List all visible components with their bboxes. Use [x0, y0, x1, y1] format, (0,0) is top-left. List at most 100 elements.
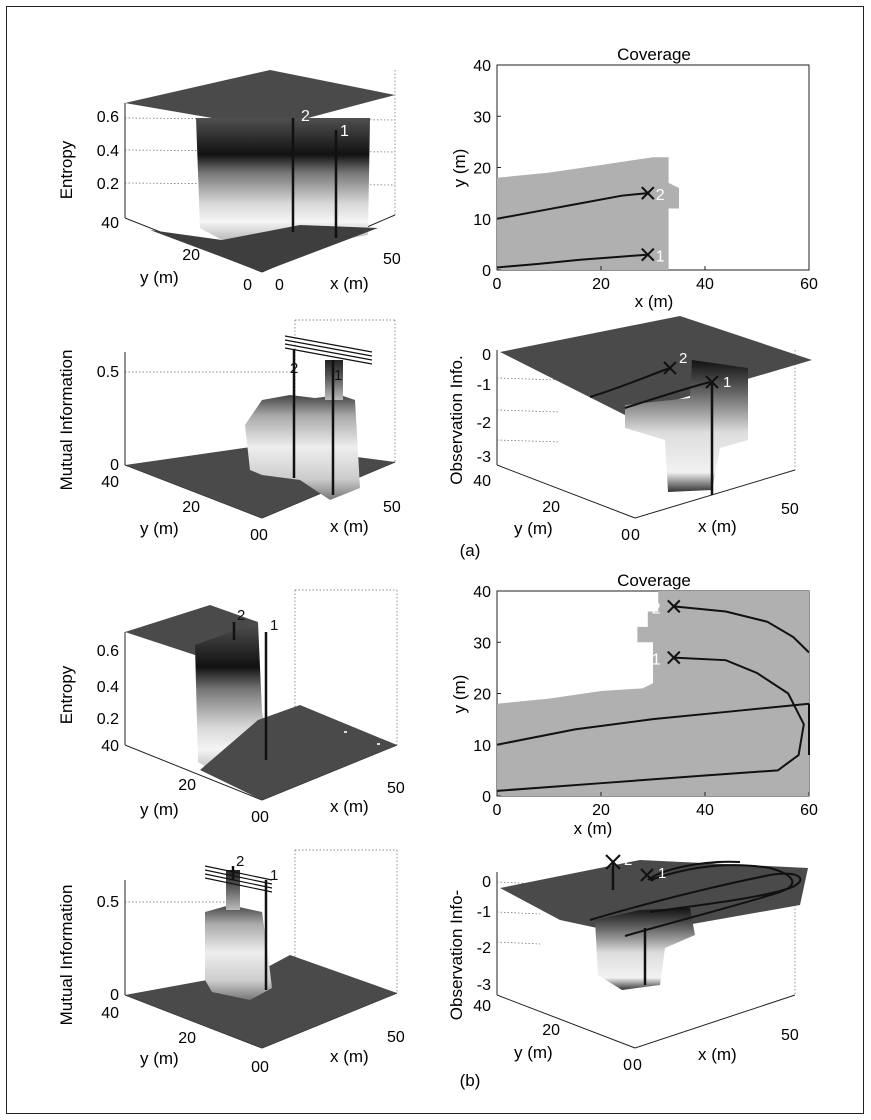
grid-lines — [496, 350, 796, 470]
z-axis-label: Mutual Information — [57, 885, 76, 1026]
z-tick: 0.4 — [97, 143, 119, 160]
a-entropy-plot: 2 1 0.6 0.4 0.2 40 20 0 0 50 Entropy y (… — [57, 70, 401, 294]
robot-1-label: 1 — [270, 617, 278, 634]
x-tick: 50 — [383, 251, 401, 268]
x-tick: 0 — [260, 809, 269, 826]
robot-2-marker — [663, 361, 677, 375]
y-tick: 0 — [251, 1059, 260, 1076]
z-tick: -1 — [477, 377, 491, 394]
x-axis-label: x (m) — [698, 517, 737, 536]
surface-top — [125, 70, 395, 128]
x-tick: 0 — [633, 1057, 642, 1074]
robot-1-label: 1 — [340, 123, 349, 140]
robot-1-marker — [640, 868, 654, 882]
x-tick: 50 — [383, 499, 401, 516]
y-tick: 20 — [542, 1022, 560, 1039]
y-tick: 20 — [473, 687, 491, 704]
y-tick: 0 — [621, 527, 630, 544]
z-tick: 0.4 — [97, 679, 119, 696]
grid-lines — [125, 319, 396, 465]
z-tick: -2 — [477, 415, 491, 432]
surface-wall — [205, 905, 272, 1000]
y-axis-label: y (m) — [514, 1043, 553, 1062]
x-axis-label: x (m) — [330, 274, 369, 293]
grid-lines — [294, 589, 398, 745]
y-tick: 0 — [482, 789, 491, 806]
z-tick: -3 — [477, 449, 491, 466]
axes-box — [496, 350, 796, 519]
trajectory-lines — [589, 367, 711, 409]
grid-lines — [125, 849, 398, 993]
z-tick: 0 — [482, 874, 491, 891]
y-tick: 20 — [542, 499, 560, 516]
surface-top — [125, 605, 258, 655]
z-tick: 0.2 — [97, 176, 119, 193]
z-axis-label: Mutual Information — [57, 350, 76, 491]
y-tick: 0 — [251, 809, 260, 826]
robot-1-label: 1 — [723, 374, 731, 391]
y-tick: 0 — [623, 1057, 632, 1074]
chart-title: Coverage — [617, 45, 691, 64]
x-axis-label: x (m) — [330, 517, 369, 536]
x-axis-label: x (m) — [330, 1047, 369, 1066]
x-axis-label: x (m) — [635, 292, 674, 311]
b-coverage-plot: Coverage 2 1 0 20 40 60 0 10 20 30 40 y (m) x (m) — [450, 571, 818, 838]
robot-2-label: 2 — [290, 360, 298, 377]
y-tick: 0 — [250, 527, 259, 544]
surface-wall — [625, 360, 748, 492]
y-axis-label: y (m) — [514, 519, 553, 538]
surface-top — [500, 316, 812, 415]
x-tick: 20 — [592, 802, 610, 819]
robot-2-label: 2 — [656, 187, 665, 204]
y-tick: 40 — [473, 998, 491, 1015]
a-observation-info-plot: 2 1 0 -1 -2 -3 40 20 0 0 50 Observation … — [447, 316, 812, 544]
a-mutual-information-plot: 2 1 0.5 0 40 20 0 0 50 Mutual Informatio… — [57, 319, 401, 544]
trajectory-line — [496, 656, 805, 792]
y-axis-label: y (m) — [140, 268, 179, 287]
robot-1-label: 1 — [270, 867, 278, 884]
x-tick: 50 — [387, 1029, 405, 1046]
z-axis-label: Entropy — [57, 665, 76, 724]
robot-2-label: 2 — [652, 600, 661, 617]
z-tick: -3 — [477, 977, 491, 994]
y-tick: 20 — [178, 1030, 196, 1047]
x-tick: 0 — [275, 277, 284, 294]
caption-b: (b) — [460, 1071, 481, 1090]
robot-1-marker — [667, 650, 681, 665]
robot-1-label: 1 — [656, 249, 665, 266]
y-tick: 20 — [182, 247, 200, 264]
robot-marks — [284, 335, 373, 365]
surface-top — [500, 860, 808, 935]
y-tick: 20 — [182, 499, 200, 516]
y-tick: 40 — [473, 584, 491, 601]
trajectory-line — [496, 253, 648, 269]
robot-1-label: 1 — [652, 652, 661, 669]
caption-a: (a) — [460, 541, 481, 560]
x-tick: 20 — [592, 276, 610, 293]
z-tick: 0 — [110, 987, 119, 1004]
y-tick: 30 — [473, 635, 491, 652]
z-tick: -1 — [477, 904, 491, 921]
y-tick: 30 — [473, 109, 491, 126]
y-axis-label: y (m) — [140, 1049, 179, 1068]
noise-dot — [377, 743, 380, 745]
y-tick: 40 — [101, 1005, 119, 1022]
x-tick: 60 — [800, 276, 818, 293]
z-axis-label: Entropy — [57, 140, 76, 199]
trajectory-lines — [589, 860, 802, 937]
figure-frame — [6, 6, 864, 1114]
robot-2-marker — [605, 854, 621, 870]
covered-region — [497, 157, 679, 270]
a-coverage-plot: Coverage 2 1 0 20 40 60 0 10 20 30 40 y (m) x (m) — [450, 45, 818, 311]
z-axis-label: Observation Info- — [447, 890, 466, 1020]
z-tick: 0.6 — [97, 643, 119, 660]
robot-marks — [204, 865, 273, 893]
y-axis-label: y (m) — [140, 800, 179, 819]
z-tick: 0.6 — [97, 109, 119, 126]
x-tick: 40 — [696, 802, 714, 819]
y-axis-label: y (m) — [140, 519, 179, 538]
robot-2-label: 2 — [301, 108, 310, 125]
robot-1-label: 1 — [334, 367, 342, 384]
robot-1-label: 1 — [658, 865, 666, 882]
